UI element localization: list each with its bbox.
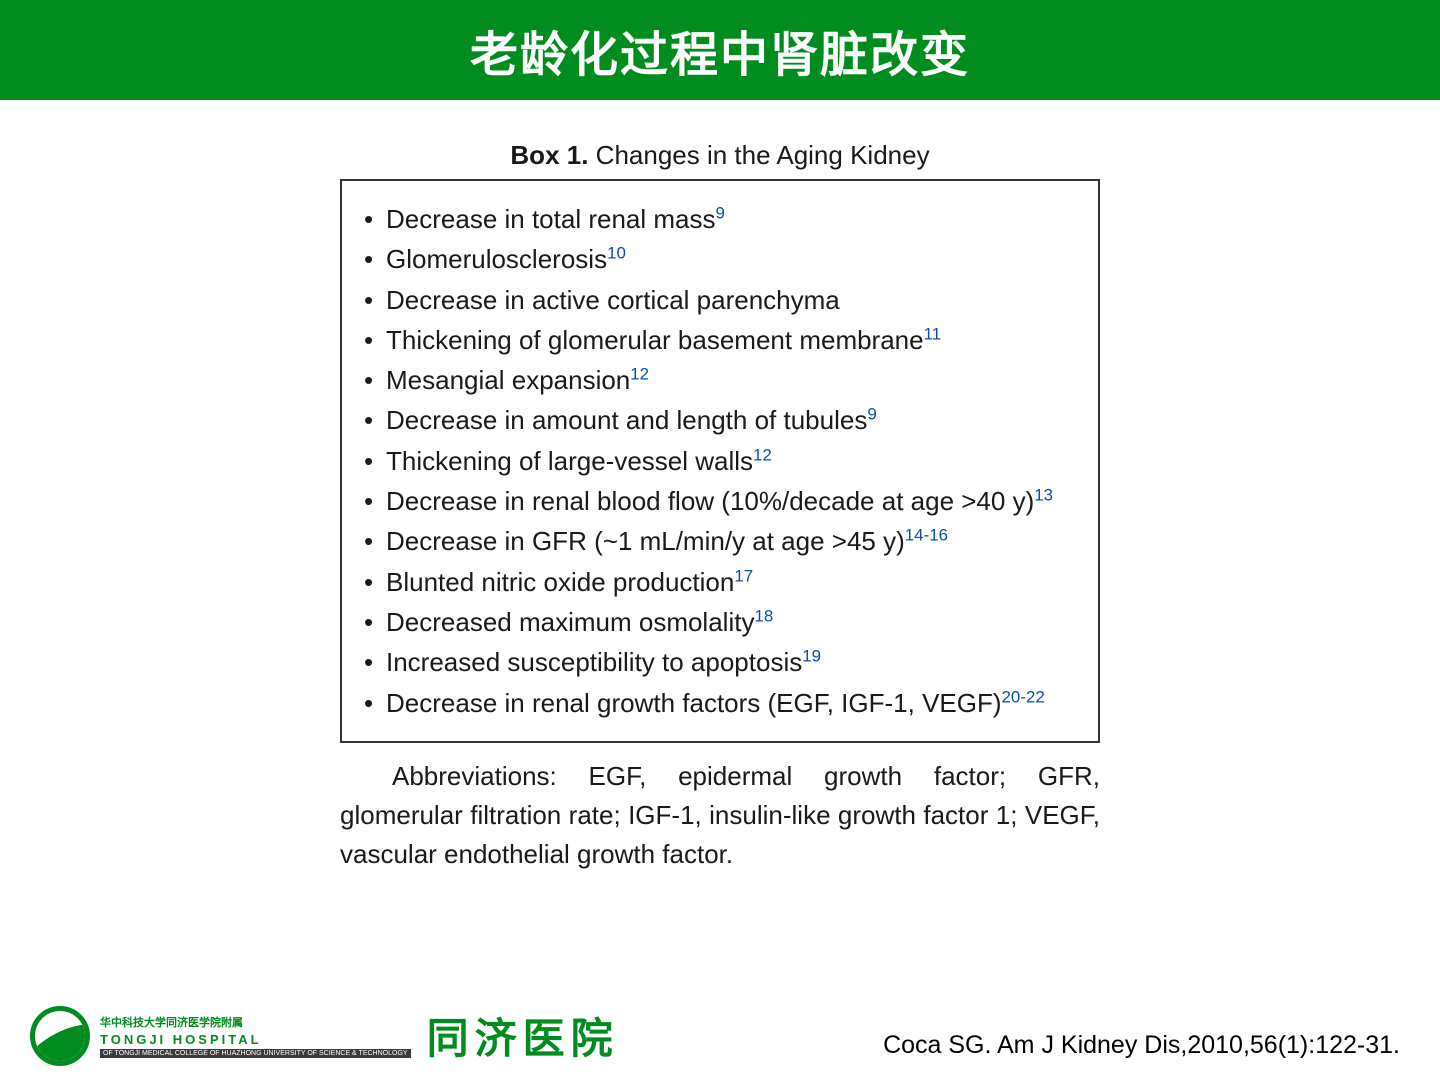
box-title: Box 1. Changes in the Aging Kidney [340, 140, 1100, 171]
logo-area: 华中科技大学同济医学院附属 TONGJI HOSPITAL OF TONGJI … [30, 1005, 619, 1066]
footer: 华中科技大学同济医学院附属 TONGJI HOSPITAL OF TONGJI … [0, 1000, 1440, 1080]
list-item: Decrease in renal blood flow (10%/decade… [362, 481, 1078, 521]
reference-sup: 12 [630, 365, 649, 384]
content-area: Box 1. Changes in the Aging Kidney Decre… [340, 140, 1100, 874]
list-item: Thickening of glomerular basement membra… [362, 320, 1078, 360]
list-item: Decrease in amount and length of tubules… [362, 400, 1078, 440]
logo-text-block: 华中科技大学同济医学院附属 TONGJI HOSPITAL OF TONGJI … [100, 1014, 411, 1058]
logo-cn: 华中科技大学同济医学院附属 [100, 1014, 411, 1030]
reference-sup: 11 [924, 324, 942, 343]
reference-sup: 14-16 [905, 526, 948, 545]
list-item: Decrease in active cortical parenchyma [362, 280, 1078, 320]
list-item-text: Decrease in renal growth factors (EGF, I… [386, 688, 1002, 718]
list-item: Thickening of large-vessel walls12 [362, 441, 1078, 481]
list-item-text: Decrease in GFR (~1 mL/min/y at age >45 … [386, 526, 905, 556]
list-item: Mesangial expansion12 [362, 360, 1078, 400]
list-item-text: Thickening of large-vessel walls [386, 446, 753, 476]
reference-sup: 10 [607, 244, 626, 263]
reference-sup: 18 [754, 606, 773, 625]
header-title: 老龄化过程中肾脏改变 [470, 15, 970, 85]
box-title-bold: Box 1. [510, 140, 588, 170]
reference-sup: 17 [734, 566, 753, 585]
list-item-text: Decrease in renal blood flow (10%/decade… [386, 486, 1034, 516]
list-item: Increased susceptibility to apoptosis19 [362, 642, 1078, 682]
box-list: Decrease in total renal mass9Glomerulosc… [362, 199, 1078, 723]
box-title-rest: Changes in the Aging Kidney [588, 140, 929, 170]
box-frame: Decrease in total renal mass9Glomerulosc… [340, 179, 1100, 743]
list-item-text: Mesangial expansion [386, 365, 630, 395]
list-item: Decreased maximum osmolality18 [362, 602, 1078, 642]
logo-name: 同济医院 [427, 1005, 619, 1066]
list-item: Blunted nitric oxide production17 [362, 562, 1078, 602]
list-item-text: Decrease in total renal mass [386, 204, 715, 234]
list-item-text: Glomerulosclerosis [386, 244, 607, 274]
logo-icon [30, 1006, 90, 1066]
reference-sup: 13 [1034, 485, 1053, 504]
reference-sup: 9 [867, 405, 876, 424]
logo-en: TONGJI HOSPITAL [100, 1032, 411, 1047]
list-item-text: Increased susceptibility to apoptosis [386, 647, 802, 677]
reference-sup: 20-22 [1002, 687, 1045, 706]
list-item: Glomerulosclerosis10 [362, 239, 1078, 279]
logo-bar: OF TONGJI MEDICAL COLLEGE OF HUAZHONG UN… [100, 1049, 411, 1058]
header-bar: 老龄化过程中肾脏改变 [0, 0, 1440, 100]
reference-sup: 19 [802, 647, 821, 666]
abbreviations: Abbreviations: EGF, epidermal growth fac… [340, 757, 1100, 874]
list-item-text: Decrease in amount and length of tubules [386, 405, 867, 435]
list-item-text: Decreased maximum osmolality [386, 607, 754, 637]
list-item-text: Decrease in active cortical parenchyma [386, 285, 840, 315]
list-item-text: Thickening of glomerular basement membra… [386, 325, 924, 355]
list-item: Decrease in total renal mass9 [362, 199, 1078, 239]
list-item: Decrease in renal growth factors (EGF, I… [362, 683, 1078, 723]
reference-sup: 12 [753, 445, 772, 464]
list-item: Decrease in GFR (~1 mL/min/y at age >45 … [362, 521, 1078, 561]
list-item-text: Blunted nitric oxide production [386, 567, 734, 597]
reference-sup: 9 [715, 203, 724, 222]
citation: Coca SG. Am J Kidney Dis,2010,56(1):122-… [883, 1031, 1400, 1060]
